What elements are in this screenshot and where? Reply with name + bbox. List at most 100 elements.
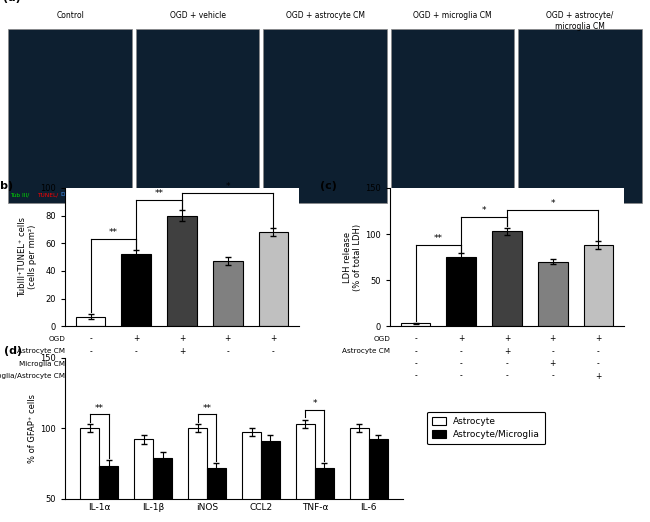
Text: *: * [551, 199, 555, 208]
FancyBboxPatch shape [8, 29, 132, 203]
Text: -: - [460, 359, 463, 368]
Text: +: + [595, 372, 602, 381]
Text: -: - [89, 359, 92, 368]
Text: +: + [504, 334, 510, 343]
Text: Control: Control [57, 11, 84, 20]
Y-axis label: % of GFAP⁺ cells: % of GFAP⁺ cells [29, 394, 38, 462]
FancyBboxPatch shape [391, 29, 514, 203]
Legend: Astrocyte, Astrocyte/Microglia: Astrocyte, Astrocyte/Microglia [427, 412, 545, 444]
Text: -: - [597, 347, 600, 355]
Text: (b): (b) [0, 181, 13, 191]
Bar [188, 428, 207, 522]
Bar [315, 468, 333, 522]
Text: -: - [506, 359, 508, 368]
Bar [259, 232, 289, 326]
Text: Microglia/Astrocyte CM: Microglia/Astrocyte CM [0, 373, 66, 379]
Text: Astrocyte CM: Astrocyte CM [18, 348, 66, 354]
Text: +: + [179, 347, 185, 355]
Bar [400, 324, 430, 326]
Text: +: + [549, 334, 556, 343]
Text: -: - [460, 347, 463, 355]
Bar [584, 245, 614, 326]
Bar [369, 440, 387, 522]
Text: -: - [135, 372, 138, 381]
Text: TUNEL/: TUNEL/ [37, 192, 58, 197]
Text: (d): (d) [4, 346, 22, 357]
Text: DAPI: DAPI [60, 192, 74, 197]
Text: +: + [595, 334, 602, 343]
Text: **: ** [434, 234, 443, 243]
Text: -: - [414, 347, 417, 355]
FancyBboxPatch shape [263, 29, 387, 203]
Bar [81, 428, 99, 522]
Text: +: + [270, 334, 277, 343]
Text: -: - [506, 372, 508, 381]
Text: -: - [551, 372, 554, 381]
Bar [261, 441, 280, 522]
Text: +: + [270, 372, 277, 381]
Text: -: - [181, 359, 183, 368]
Bar [167, 216, 197, 326]
Text: **: ** [109, 228, 118, 237]
Text: -: - [181, 372, 183, 381]
Text: Microglia CM: Microglia CM [20, 361, 66, 366]
Text: Tub III/: Tub III/ [10, 192, 29, 197]
Bar [242, 432, 261, 522]
Bar [296, 424, 315, 522]
Text: -: - [89, 334, 92, 343]
Text: OGD: OGD [49, 336, 66, 342]
Y-axis label: LDH release
(% of total LDH): LDH release (% of total LDH) [343, 223, 363, 291]
Text: OGD + astrocyte CM: OGD + astrocyte CM [285, 11, 365, 20]
Text: +: + [224, 359, 231, 368]
Text: OGD: OGD [374, 336, 391, 342]
Y-axis label: TubIII⁺TUNEL⁺ cells
(cells per mm²): TubIII⁺TUNEL⁺ cells (cells per mm²) [18, 217, 38, 297]
Text: **: ** [95, 404, 104, 412]
Text: -: - [226, 347, 229, 355]
Bar [492, 231, 522, 326]
FancyBboxPatch shape [518, 29, 642, 203]
Text: -: - [414, 359, 417, 368]
Text: +: + [179, 334, 185, 343]
Bar [153, 458, 172, 522]
FancyBboxPatch shape [136, 29, 259, 203]
Text: (c): (c) [320, 181, 337, 191]
Text: Microglia CM: Microglia CM [344, 361, 391, 366]
Text: -: - [414, 372, 417, 381]
Text: **: ** [203, 404, 211, 412]
Text: -: - [226, 372, 229, 381]
Bar [213, 261, 242, 326]
Text: -: - [89, 347, 92, 355]
Text: -: - [597, 359, 600, 368]
Text: Microglia/ Astrocyte CM: Microglia/ Astrocyte CM [305, 373, 391, 379]
Bar [538, 262, 567, 326]
Text: OGD + astrocyte/
microglia CM: OGD + astrocyte/ microglia CM [546, 11, 614, 31]
Text: -: - [414, 334, 417, 343]
Text: +: + [133, 334, 140, 343]
Text: OGD + microglia CM: OGD + microglia CM [413, 11, 491, 20]
Text: (a): (a) [3, 0, 21, 3]
Bar [447, 257, 476, 326]
Text: +: + [458, 334, 465, 343]
Bar [99, 466, 118, 522]
Text: *: * [482, 206, 486, 216]
Text: OGD + vehicle: OGD + vehicle [170, 11, 226, 20]
Text: -: - [272, 359, 275, 368]
Bar [75, 316, 105, 326]
Text: +: + [224, 334, 231, 343]
Text: -: - [460, 372, 463, 381]
Bar [122, 254, 151, 326]
Text: Astrocyte CM: Astrocyte CM [343, 348, 391, 354]
Text: -: - [551, 347, 554, 355]
Text: *: * [313, 399, 317, 408]
Text: -: - [135, 359, 138, 368]
Bar [350, 428, 369, 522]
Text: -: - [272, 347, 275, 355]
Text: *: * [226, 182, 230, 192]
Text: -: - [135, 347, 138, 355]
Bar [135, 440, 153, 522]
Text: +: + [504, 347, 510, 355]
Text: -: - [89, 372, 92, 381]
Text: **: ** [155, 189, 164, 198]
Text: +: + [549, 359, 556, 368]
Bar [207, 468, 226, 522]
